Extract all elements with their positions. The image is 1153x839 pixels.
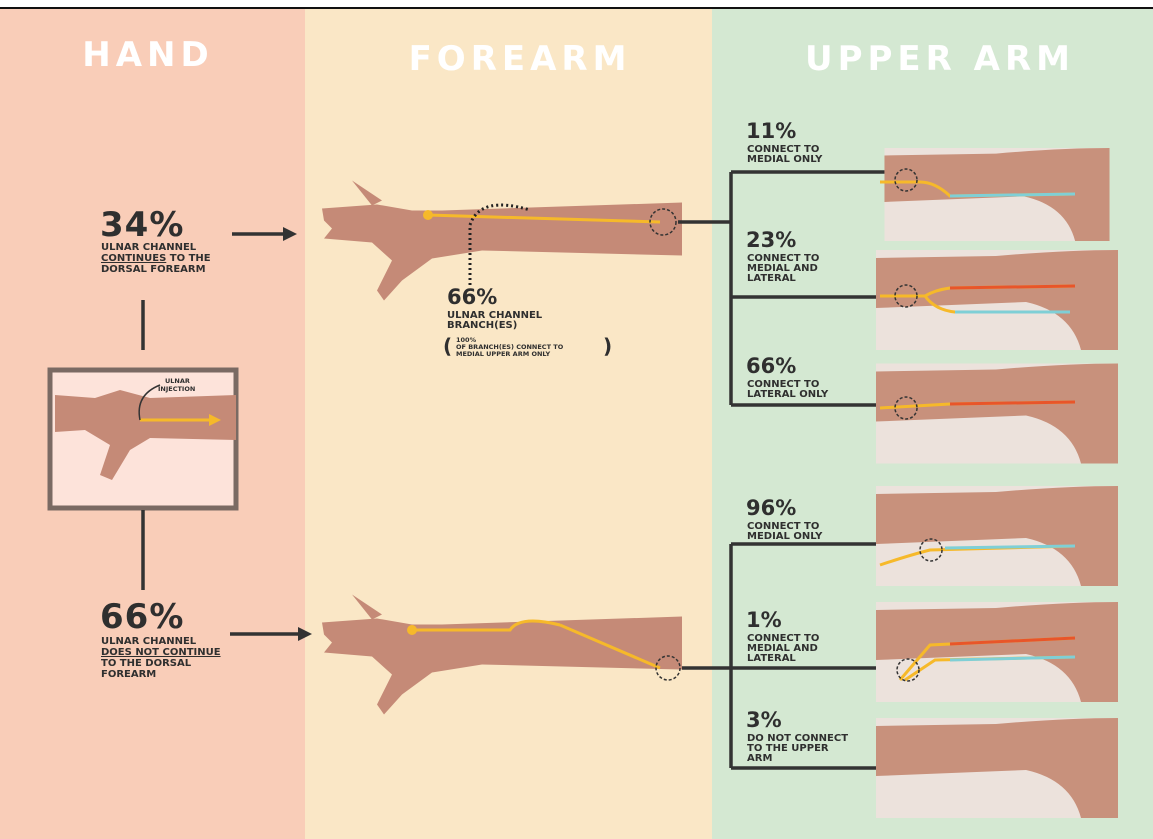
bracket: ) (603, 334, 612, 358)
label: FOREARM (101, 669, 156, 680)
label: CONTINUES TO THE (101, 253, 211, 264)
label: LATERAL (747, 653, 796, 664)
forearm-panel (305, 9, 712, 839)
label: TO THE DORSAL (101, 658, 192, 669)
lateral-vessel (950, 286, 1075, 288)
label: ULNAR CHANNEL (101, 636, 197, 647)
column-header: FOREARM (409, 39, 632, 79)
label: DORSAL FOREARM (101, 264, 206, 275)
label: MEDIAL ONLY (747, 154, 823, 165)
label: LATERAL ONLY (747, 389, 829, 400)
label: ARM (747, 753, 772, 764)
label: TO THE (170, 253, 211, 264)
percent: 23% (746, 228, 796, 252)
injection-point (407, 625, 417, 635)
percent: 3% (746, 708, 782, 732)
column-header: HAND (82, 35, 213, 75)
bracket: ( (443, 334, 452, 358)
label: MEDIAL UPPER ARM ONLY (456, 350, 551, 358)
label: ULNAR CHANNEL (101, 242, 197, 253)
percent: 34% (100, 205, 184, 245)
label: LATERAL (747, 273, 796, 284)
percent: 1% (746, 608, 782, 632)
percent: 66% (100, 597, 184, 637)
infographic: HAND FOREARM UPPER ARM 34% ULNAR CHANNEL… (0, 0, 1153, 839)
label: BRANCH(ES) (447, 320, 517, 331)
medial-vessel (950, 194, 1075, 196)
lateral-vessel (950, 402, 1075, 404)
upper-arm-image (876, 486, 1118, 586)
label: MEDIAL ONLY (747, 531, 823, 542)
emphasis: DOES NOT CONTINUE (101, 647, 221, 658)
upper-arm-image (876, 250, 1118, 350)
injection-point (423, 210, 433, 220)
label: INJECTION (158, 385, 195, 393)
emphasis: CONTINUES (101, 253, 166, 264)
label: ULNAR (165, 377, 190, 385)
percent: 66% (746, 354, 796, 378)
upper-arm-image (876, 364, 1118, 464)
percent: 11% (746, 119, 796, 143)
upper-arm-image (876, 602, 1118, 702)
column-header: UPPER ARM (805, 39, 1075, 79)
percent: 96% (746, 496, 796, 520)
upper-arm-image (876, 718, 1118, 818)
medial-vessel (945, 546, 1075, 548)
percent: 66% (447, 285, 497, 309)
